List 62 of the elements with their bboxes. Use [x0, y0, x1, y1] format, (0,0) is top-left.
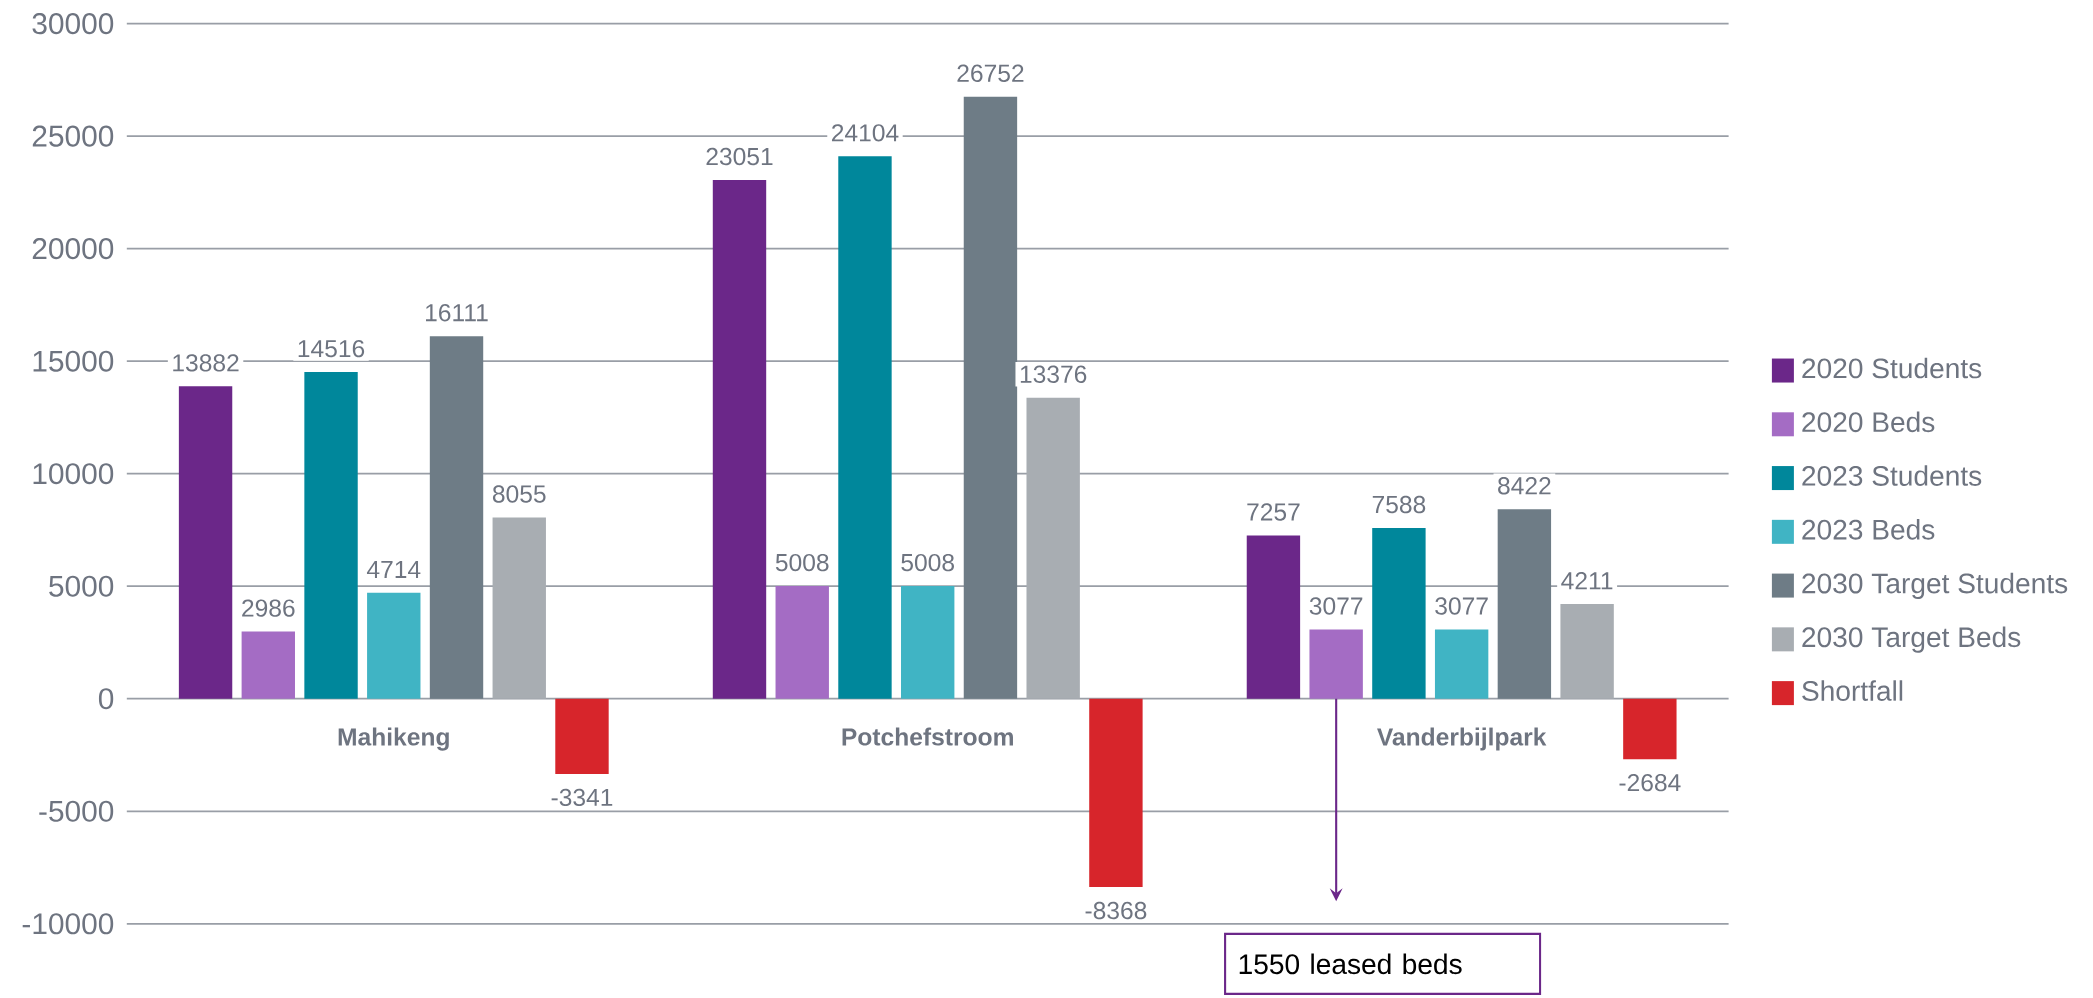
data-label: 13376	[1020, 365, 1087, 383]
x-tick-label: Potchefstroom	[842, 727, 1013, 746]
data-label: 7588	[1372, 495, 1426, 514]
data-label: 26752	[957, 64, 1024, 82]
data-label: 23051	[706, 147, 773, 166]
data-label: -2684	[1619, 773, 1681, 792]
y-tick-label: 25000	[32, 125, 114, 147]
bar	[1623, 698, 1677, 760]
data-label: 13882	[173, 354, 239, 372]
bar	[1089, 698, 1143, 888]
y-tick-label: 10000	[33, 463, 114, 485]
data-label: 3077	[1309, 597, 1363, 615]
bar	[712, 180, 767, 699]
data-label: 5008	[775, 553, 829, 572]
data-label: 16111	[426, 304, 488, 322]
y-tick-label: 30000	[32, 13, 114, 35]
y-tick-label: 0	[98, 688, 114, 710]
data-label: 2986	[242, 599, 295, 617]
data-label: 8422	[1498, 477, 1551, 495]
data-label: 24104	[831, 124, 899, 142]
y-tick-label: 20000	[32, 238, 114, 260]
data-label: 8055	[492, 485, 546, 503]
bar	[429, 336, 484, 699]
bar	[1372, 527, 1426, 699]
bar	[555, 698, 609, 774]
bar	[1497, 509, 1552, 699]
data-label: 4714	[366, 560, 421, 578]
bar	[492, 517, 546, 699]
bar	[901, 586, 955, 699]
bar	[838, 156, 892, 699]
bar	[1309, 629, 1363, 699]
x-tick-label: Vanderbijlpark	[1377, 727, 1547, 751]
data-label: 14516	[298, 339, 365, 358]
bar	[178, 386, 233, 699]
y-tick-label: 5000	[49, 575, 114, 597]
bar	[1434, 629, 1489, 699]
legend-label: 2023 Beds	[1802, 518, 1935, 540]
bar	[775, 586, 829, 699]
bar	[963, 96, 1018, 699]
bar	[241, 631, 295, 699]
bar	[367, 592, 421, 699]
data-label: 4211	[1561, 572, 1613, 590]
y-tick-label: -10000	[22, 913, 114, 935]
legend-label: 2020 Beds	[1802, 411, 1935, 433]
legend-label: Shortfall	[1802, 680, 1903, 701]
legend-label: 2023 Students	[1802, 465, 1982, 486]
legend-label: 2020 Students	[1802, 357, 1982, 379]
legend-label: 2030 Target Students	[1802, 572, 2068, 599]
annotation: 1550 leased beds	[1239, 953, 1462, 975]
data-label: 3077	[1435, 597, 1488, 615]
y-tick-label: 15000	[33, 350, 114, 372]
bar	[1026, 397, 1080, 699]
data-label: 5008	[901, 553, 954, 572]
bar	[304, 372, 358, 699]
legend-label: 2030 Target Beds	[1802, 626, 2021, 653]
bar	[1560, 603, 1614, 699]
data-label: 7257	[1247, 503, 1300, 521]
data-label: -8368	[1085, 901, 1147, 920]
data-label: -3341	[551, 788, 613, 807]
bar	[1246, 535, 1301, 699]
x-tick-label: Mahikeng	[338, 727, 449, 751]
y-tick-label: -5000	[39, 800, 114, 822]
